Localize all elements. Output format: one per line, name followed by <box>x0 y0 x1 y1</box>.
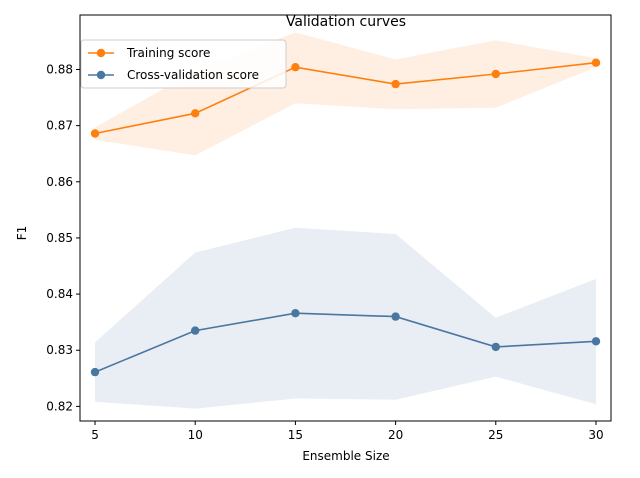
legend-marker-0 <box>96 48 106 58</box>
x-axis-label: Ensemble Size <box>302 449 389 463</box>
legend-box <box>80 39 287 89</box>
legend-label-1: Cross-validation score <box>127 68 259 82</box>
data-point <box>391 312 400 321</box>
series-markers <box>90 58 601 377</box>
x-tick-label: 25 <box>488 428 503 442</box>
data-point <box>291 309 300 318</box>
y-axis-ticks: 0.82 0.83 0.84 0.85 0.86 0.87 0.88 <box>46 62 80 413</box>
data-point <box>191 326 200 335</box>
data-point <box>291 62 300 72</box>
series-line-0 <box>94 61 597 135</box>
y-tick-label: 0.83 <box>46 343 73 357</box>
data-point <box>591 337 601 346</box>
plot-frame <box>79 14 612 422</box>
legend-label-0: Training score <box>126 46 210 60</box>
x-tick-label: 30 <box>588 428 603 442</box>
confidence-bands <box>95 32 596 409</box>
data-point <box>591 58 601 67</box>
y-tick-label: 0.87 <box>46 119 73 133</box>
y-axis-label: F1 <box>15 226 29 241</box>
chart-title: Validation curves <box>286 14 406 30</box>
data-point <box>491 342 500 352</box>
x-tick-label: 10 <box>188 428 203 442</box>
confidence-band-1 <box>95 227 596 409</box>
x-tick-label: 15 <box>288 428 303 442</box>
x-tick-label: 20 <box>388 428 403 442</box>
series-lines <box>94 61 597 373</box>
y-tick-label: 0.85 <box>46 231 73 245</box>
x-axis-ticks: 5 10 15 20 25 30 <box>91 421 604 442</box>
y-tick-label: 0.82 <box>46 399 73 413</box>
data-point <box>391 79 400 89</box>
legend-marker-1 <box>96 70 106 80</box>
data-point <box>191 109 200 118</box>
x-tick-label: 5 <box>91 428 99 442</box>
series-line-1 <box>94 312 597 373</box>
data-point <box>90 367 100 377</box>
legend: Training score Cross-validation score <box>80 39 287 89</box>
y-tick-label: 0.88 <box>46 62 73 76</box>
y-tick-label: 0.86 <box>46 175 73 189</box>
y-tick-label: 0.84 <box>46 287 73 301</box>
data-point <box>90 129 100 138</box>
data-point <box>491 69 500 79</box>
